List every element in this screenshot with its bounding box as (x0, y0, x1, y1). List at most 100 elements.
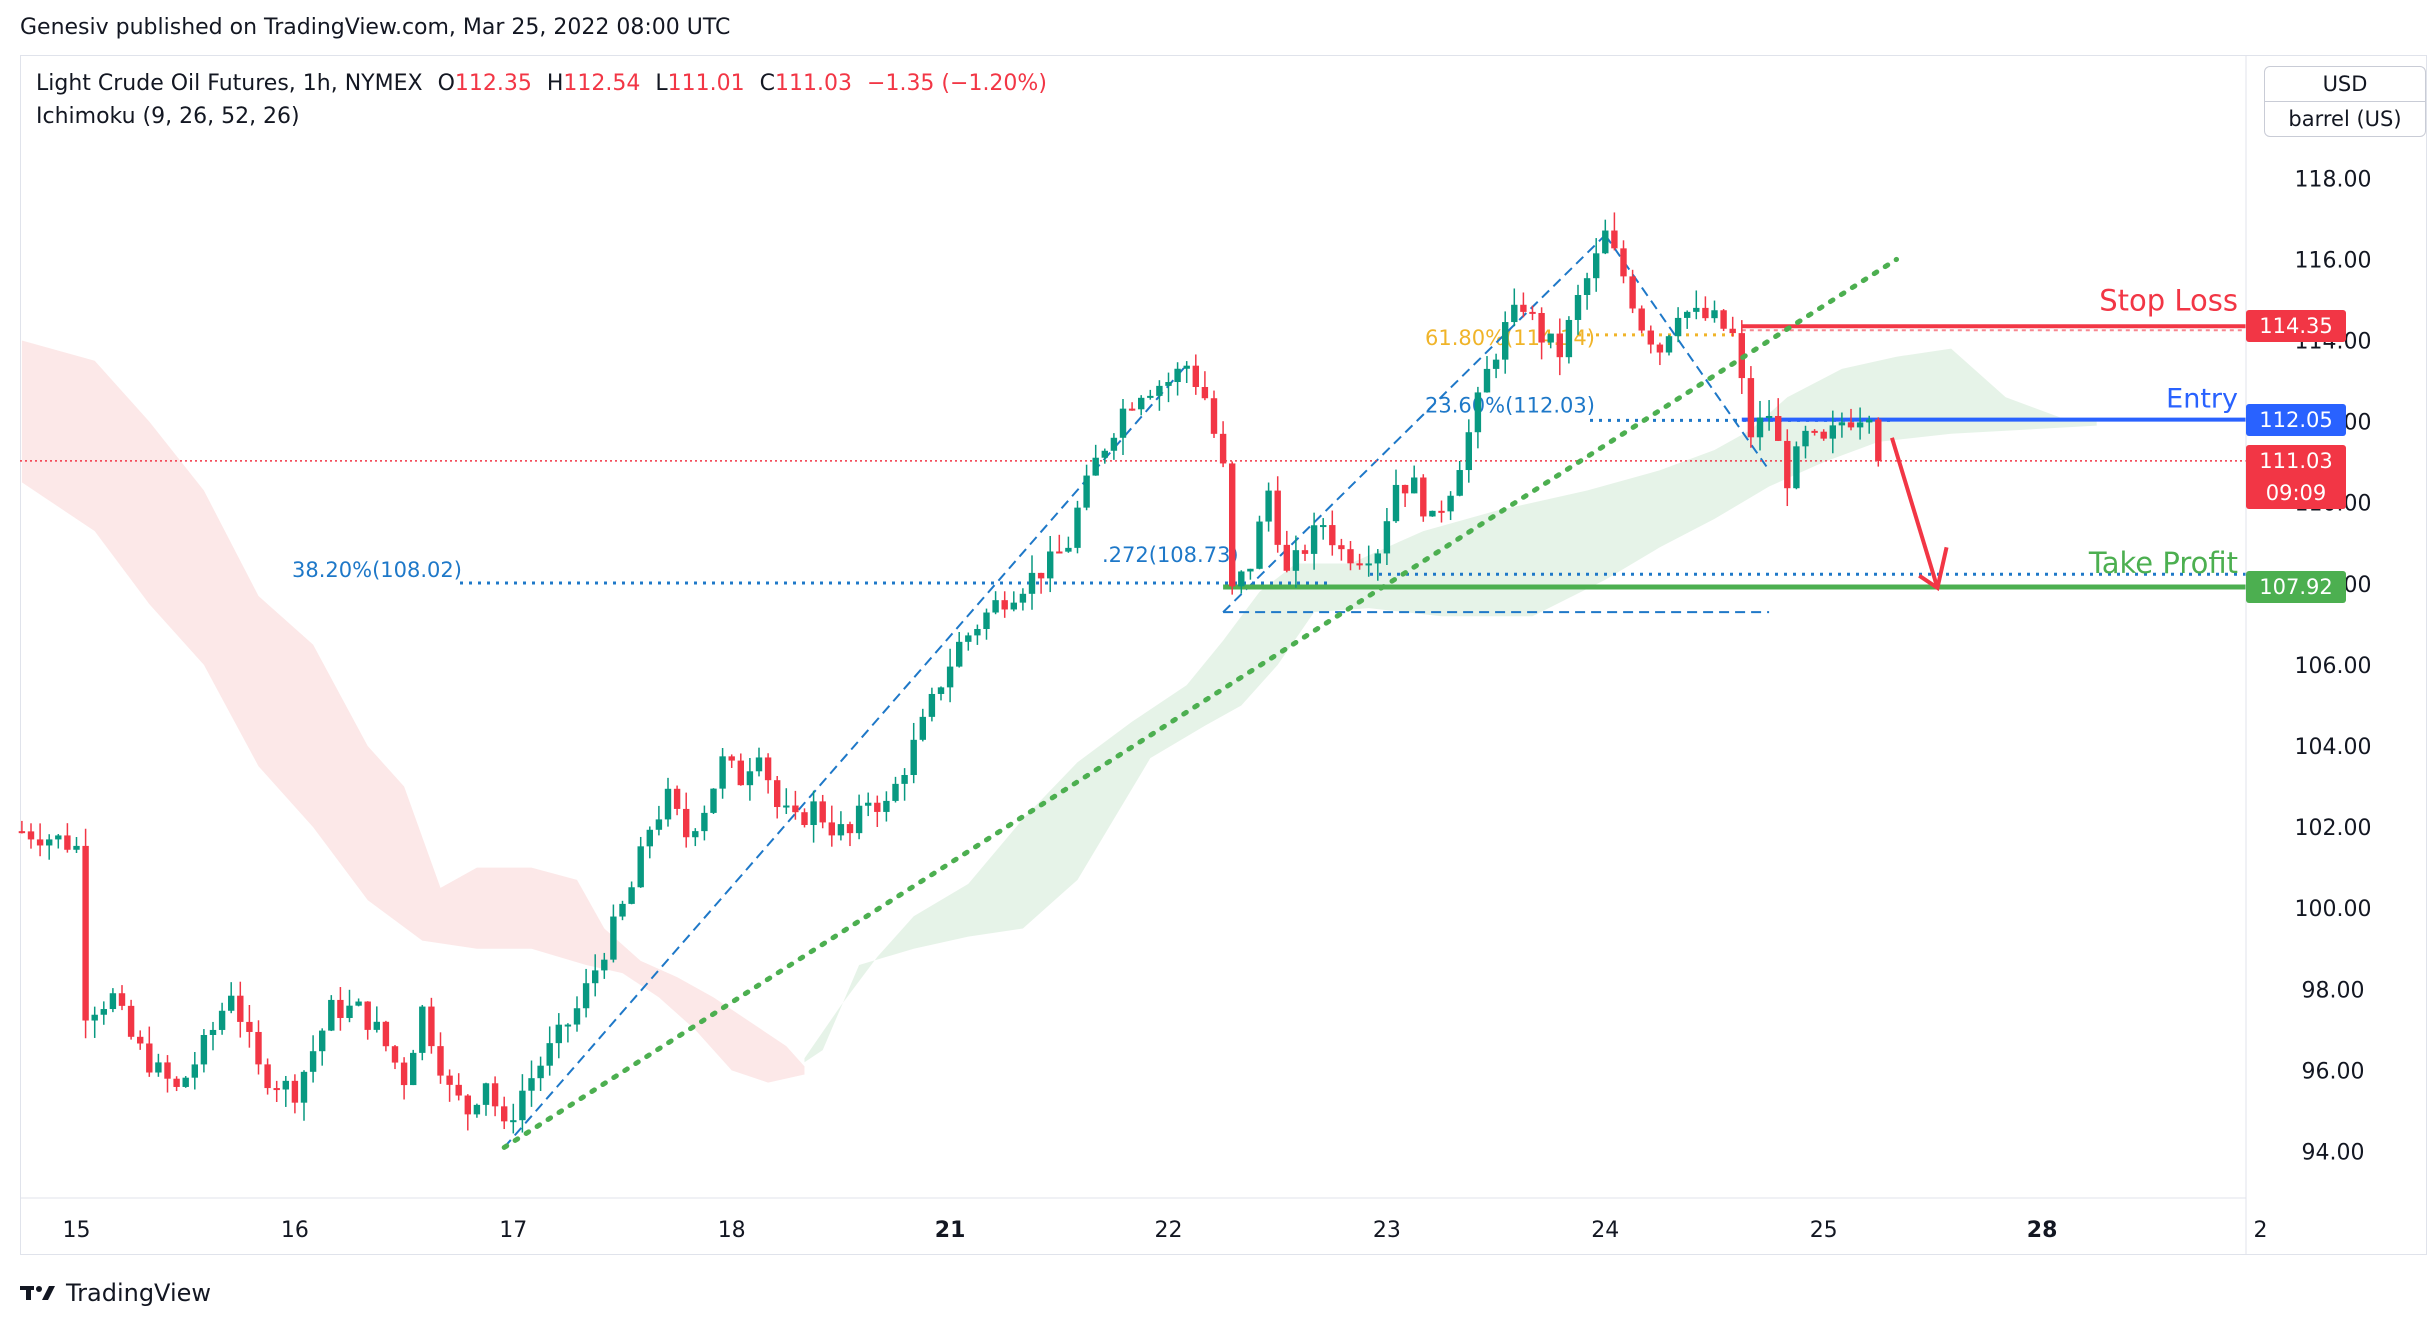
candle-down (874, 802, 881, 812)
candle-up (419, 1006, 426, 1053)
candle-up (1110, 437, 1118, 451)
candle-up (619, 903, 626, 917)
candle-up (1010, 602, 1017, 610)
candle-down (18, 831, 26, 834)
trade-levels: Stop Loss Entry Take Profit (20, 283, 2246, 592)
candle-up (328, 999, 335, 1031)
candle-up (1866, 419, 1873, 423)
close-value: 111.03 (775, 71, 853, 96)
candle-up (1565, 319, 1573, 358)
y-tick-label: 96.00 (2302, 1059, 2365, 1084)
price-tag-value: 107.92 (2259, 575, 2333, 600)
candle-up (1674, 317, 1682, 337)
candle-down (237, 995, 244, 1022)
price-tag-value: 114.35 (2259, 314, 2333, 339)
x-tick-label: 17 (499, 1218, 527, 1243)
price-tag-value: 111.03 (2259, 448, 2333, 473)
open-label: O (437, 71, 455, 96)
candle-up (1856, 422, 1864, 428)
candle-down (828, 822, 835, 836)
candle-down (1820, 431, 1827, 439)
candle-up (73, 845, 80, 850)
candle-up (983, 612, 990, 629)
candle-up (946, 666, 954, 688)
tv-logo-icon (20, 1286, 55, 1300)
candle-up (755, 757, 763, 772)
candle-up (883, 800, 890, 812)
y-tick-label: 116.00 (2295, 248, 2372, 273)
candle-up (1047, 551, 1054, 579)
candle-down (137, 1036, 144, 1044)
price-tag-countdown: 09:09 (2265, 480, 2327, 505)
candle-up (1838, 422, 1846, 426)
candle-up (1165, 382, 1172, 386)
candle-up (1238, 571, 1245, 587)
candle-up (1602, 230, 1609, 254)
candle-up (564, 1024, 572, 1027)
candle-down (164, 1062, 171, 1079)
ohlc-legend: Light Crude Oil Futures, 1h, NYMEX O112.… (36, 71, 1047, 96)
candle-up (1074, 507, 1081, 548)
candle-up (1147, 395, 1154, 398)
candle-down (382, 1021, 390, 1047)
candle-down (1283, 544, 1290, 571)
candle-down (400, 1062, 408, 1086)
candle-down (27, 831, 35, 840)
candle-down (1347, 549, 1354, 564)
candle-up (218, 1010, 226, 1030)
candle-up (974, 628, 981, 636)
candle-up (664, 788, 672, 820)
candle-down (1037, 572, 1045, 579)
candle-down (501, 1106, 508, 1122)
chart-frame[interactable] (20, 55, 2427, 1255)
candle-down (1847, 422, 1855, 428)
candle-down (1875, 419, 1882, 461)
candle-up (1156, 385, 1163, 396)
candle-up (537, 1065, 544, 1079)
candle-up (373, 1021, 380, 1030)
candle-up (1392, 484, 1400, 522)
open-value: 112.35 (454, 71, 532, 96)
candle-down (1438, 510, 1445, 513)
candle-down (1620, 248, 1627, 277)
projection-arrow-head (1918, 546, 1949, 592)
candle-up (1456, 470, 1463, 496)
candle-down (1556, 333, 1563, 358)
candle-up (1138, 397, 1145, 410)
candle-up (109, 993, 117, 1010)
candle-up (1256, 521, 1263, 569)
candle-up (783, 805, 790, 808)
currency-selector[interactable]: USD (2264, 66, 2426, 102)
x-tick-label: 22 (1155, 1218, 1183, 1243)
candle-down (1401, 484, 1409, 494)
candle-up (1374, 553, 1381, 564)
candle-down (491, 1083, 499, 1107)
candle-up (1292, 550, 1300, 571)
candle-down (1629, 276, 1636, 309)
candle-up (919, 716, 926, 740)
unit-selector[interactable]: barrel (US) (2264, 101, 2426, 137)
candle-down (291, 1080, 299, 1103)
candle-down (1219, 433, 1227, 464)
candle-down (1538, 312, 1545, 343)
trend-line-support (501, 256, 1899, 1150)
candle-up (1483, 368, 1491, 393)
candle-up (319, 1030, 326, 1052)
candle-up (1492, 359, 1500, 369)
price-tag-value: 112.05 (2259, 407, 2333, 432)
candle-up (510, 1120, 517, 1123)
candle-up (710, 788, 717, 813)
candle-up (1320, 525, 1327, 528)
candle-down (819, 801, 826, 823)
candle-down (801, 812, 808, 826)
fib-label-272: .272(108.73) (1102, 543, 1239, 567)
fib-channel-1 (503, 364, 1188, 1149)
candle-down (846, 824, 854, 834)
indicator-legend[interactable]: Ichimoku (9, 26, 52, 26) (36, 104, 300, 129)
symbol-name: Light Crude Oil Futures, 1h, NYMEX (36, 71, 423, 96)
candle-up (573, 1008, 581, 1025)
tradingview-logo[interactable]: TradingView (20, 1276, 211, 1310)
candle-down (464, 1095, 471, 1115)
candle-up (528, 1078, 535, 1091)
